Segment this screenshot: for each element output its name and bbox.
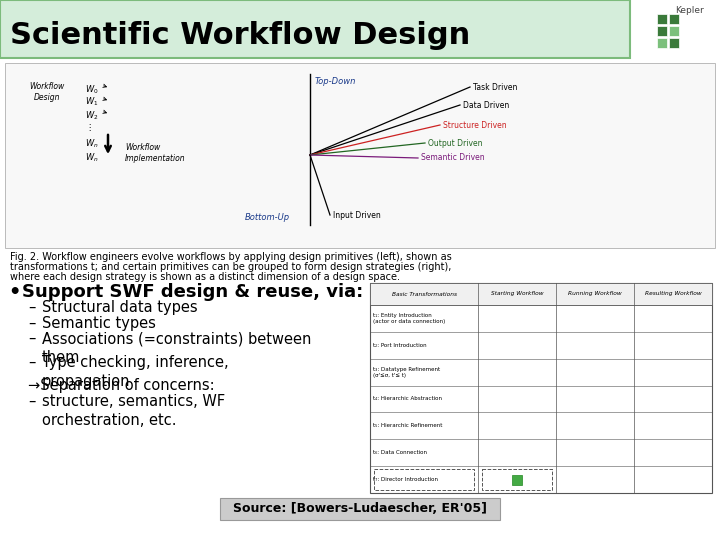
Bar xyxy=(0,0,630,58)
Text: t₆: Data Connection: t₆: Data Connection xyxy=(373,450,427,455)
Text: Workflow
Implementation: Workflow Implementation xyxy=(125,143,186,163)
Bar xyxy=(657,14,667,24)
Text: Top-Down: Top-Down xyxy=(315,77,356,86)
Text: Input Driven: Input Driven xyxy=(333,211,381,219)
Text: Data Driven: Data Driven xyxy=(463,100,509,110)
Text: t₂: Port Introduction: t₂: Port Introduction xyxy=(373,343,427,348)
Text: $W_2$: $W_2$ xyxy=(85,109,99,122)
Text: Associations (=constraints) between
them: Associations (=constraints) between them xyxy=(42,331,311,365)
Bar xyxy=(512,475,522,484)
Text: structure, semantics, WF
orchestration, etc.: structure, semantics, WF orchestration, … xyxy=(42,394,225,428)
Bar xyxy=(657,38,667,48)
Text: $W_n$: $W_n$ xyxy=(85,151,99,164)
Text: Output Driven: Output Driven xyxy=(428,138,482,147)
Text: $\vdots$: $\vdots$ xyxy=(85,122,91,133)
Bar xyxy=(0,0,630,58)
Text: $W_n$: $W_n$ xyxy=(85,138,99,151)
Text: Structural data types: Structural data types xyxy=(42,300,197,315)
Bar xyxy=(220,498,500,520)
Text: –: – xyxy=(28,316,35,331)
Text: Workflow
Design: Workflow Design xyxy=(30,82,65,102)
Bar xyxy=(370,283,712,305)
Text: $W_0$: $W_0$ xyxy=(85,83,99,96)
Text: –: – xyxy=(28,394,35,409)
Text: Type checking, inference,
propagation: Type checking, inference, propagation xyxy=(42,355,229,389)
Text: Scientific Workflow Design: Scientific Workflow Design xyxy=(10,22,470,51)
Bar xyxy=(0,58,720,540)
Text: t₇: Director Introduction: t₇: Director Introduction xyxy=(373,477,438,482)
Bar xyxy=(669,38,679,48)
Bar xyxy=(370,283,712,493)
Text: •: • xyxy=(8,283,20,302)
Text: Bottom-Up: Bottom-Up xyxy=(245,213,290,222)
Text: t₅: Hierarchic Refinement: t₅: Hierarchic Refinement xyxy=(373,423,442,428)
Text: →Separation of concerns:: →Separation of concerns: xyxy=(28,378,215,393)
Text: Semantic Driven: Semantic Driven xyxy=(421,153,485,163)
Text: Semantic types: Semantic types xyxy=(42,316,156,331)
Text: t₁: Entity Introduction
(actor or data connection): t₁: Entity Introduction (actor or data c… xyxy=(373,313,445,324)
Text: Source: [Bowers-Ludaescher, ER'05]: Source: [Bowers-Ludaescher, ER'05] xyxy=(233,503,487,516)
Text: Basic Transformations: Basic Transformations xyxy=(392,292,456,296)
Text: Support SWF design & reuse, via:: Support SWF design & reuse, via: xyxy=(22,283,364,301)
Text: $W_1$: $W_1$ xyxy=(85,96,99,109)
Bar xyxy=(669,14,679,24)
Text: t₃: Datatype Refinement
(σ'≤σ, t'≤ t): t₃: Datatype Refinement (σ'≤σ, t'≤ t) xyxy=(373,367,440,377)
Text: Task Driven: Task Driven xyxy=(473,83,518,91)
Bar xyxy=(5,63,715,248)
Text: –: – xyxy=(28,331,35,346)
Bar xyxy=(630,0,720,58)
Text: Resulting Workflow: Resulting Workflow xyxy=(644,292,701,296)
Text: t₄: Hierarchic Abstraction: t₄: Hierarchic Abstraction xyxy=(373,396,442,402)
Text: Structure Driven: Structure Driven xyxy=(443,120,507,130)
Bar xyxy=(482,469,552,490)
Text: where each design strategy is shown as a distinct dimension of a design space.: where each design strategy is shown as a… xyxy=(10,272,400,282)
Bar xyxy=(657,26,667,36)
Text: Starting Workflow: Starting Workflow xyxy=(491,292,544,296)
Text: –: – xyxy=(28,300,35,315)
Text: Fig. 2. Workflow engineers evolve workflows by applying design primitives (left): Fig. 2. Workflow engineers evolve workfl… xyxy=(10,252,451,262)
Text: Kepler: Kepler xyxy=(675,6,704,15)
Bar xyxy=(374,469,474,490)
Text: transformations t; and certain primitives can be grouped to form design strategi: transformations t; and certain primitive… xyxy=(10,262,451,272)
Text: –: – xyxy=(28,355,35,370)
Bar xyxy=(669,26,679,36)
Text: Running Workflow: Running Workflow xyxy=(568,292,622,296)
